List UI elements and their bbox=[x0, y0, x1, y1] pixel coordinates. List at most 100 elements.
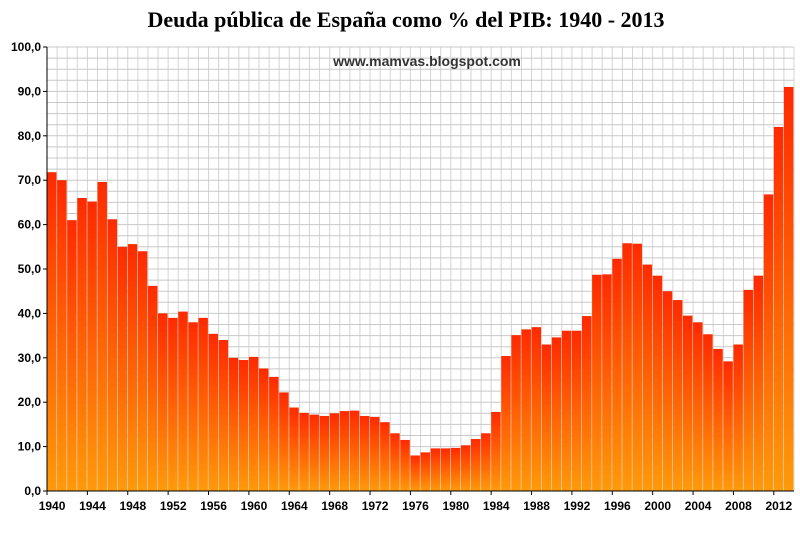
bar-2005 bbox=[703, 334, 713, 491]
bar-1956 bbox=[208, 333, 219, 491]
bar-1993 bbox=[582, 316, 592, 491]
bar-1975 bbox=[400, 439, 410, 491]
bar-1986 bbox=[511, 335, 521, 491]
bar-1966 bbox=[309, 414, 319, 491]
bar-1949 bbox=[137, 251, 148, 491]
bar-1953 bbox=[178, 311, 188, 491]
bar-1987 bbox=[521, 329, 531, 491]
x-tick-label: 1948 bbox=[119, 499, 146, 513]
bar-1942 bbox=[67, 220, 77, 491]
y-tick-label: 70,0 bbox=[18, 173, 42, 187]
bar-1955 bbox=[198, 317, 208, 491]
bar-2006 bbox=[713, 348, 723, 491]
bar-1945 bbox=[97, 181, 107, 491]
bar-1983 bbox=[481, 433, 491, 491]
bar-1970 bbox=[349, 410, 360, 491]
bar-1940 bbox=[47, 172, 57, 491]
bar-2012 bbox=[773, 126, 784, 492]
bar-2004 bbox=[693, 322, 703, 491]
bar-2001 bbox=[662, 291, 673, 491]
x-tick-label: 1988 bbox=[523, 499, 550, 513]
x-tick-label: 1972 bbox=[362, 499, 389, 513]
bar-1977 bbox=[420, 452, 430, 491]
bar-1971 bbox=[359, 415, 370, 491]
bar-1963 bbox=[279, 392, 289, 491]
bar-1954 bbox=[188, 322, 198, 491]
x-tick-label: 1956 bbox=[200, 499, 227, 513]
bar-1948 bbox=[127, 244, 138, 491]
bar-1965 bbox=[299, 412, 309, 491]
bar-1989 bbox=[541, 344, 552, 491]
bar-1967 bbox=[319, 415, 330, 491]
bar-1957 bbox=[218, 340, 229, 491]
bar-1978 bbox=[430, 448, 441, 491]
x-tick-label: 1996 bbox=[604, 499, 631, 513]
x-tick-label: 2000 bbox=[644, 499, 671, 513]
bar-1990 bbox=[551, 337, 562, 491]
bar-2011 bbox=[763, 194, 774, 491]
bar-1974 bbox=[390, 433, 400, 491]
bar-1944 bbox=[87, 201, 97, 491]
bar-2000 bbox=[652, 275, 663, 491]
y-tick-label: 10,0 bbox=[18, 440, 42, 454]
bar-1951 bbox=[158, 313, 168, 491]
y-tick-label: 20,0 bbox=[18, 395, 42, 409]
x-tick-label: 1980 bbox=[442, 499, 469, 513]
x-tick-label: 1992 bbox=[564, 499, 591, 513]
bar-1988 bbox=[531, 327, 542, 491]
y-tick-label: 60,0 bbox=[18, 218, 42, 232]
bar-1992 bbox=[571, 330, 582, 491]
bar-1950 bbox=[147, 285, 158, 491]
bar-1997 bbox=[622, 243, 632, 491]
x-tick-label: 1968 bbox=[321, 499, 348, 513]
x-tick-label: 1964 bbox=[281, 499, 308, 513]
bar-2013 bbox=[783, 86, 794, 492]
bar-1979 bbox=[440, 448, 451, 491]
bar-1941 bbox=[57, 180, 67, 491]
chart-title: Deuda pública de España como % del PIB: … bbox=[147, 7, 664, 32]
y-axis-ticks: 0,0 10,0 20,0 30,0 40,0 50,0 60,0 70,0 80,0 90,0 1… bbox=[11, 40, 47, 498]
bar-1985 bbox=[501, 356, 511, 491]
bar-series bbox=[47, 86, 794, 492]
y-tick-label: 50,0 bbox=[18, 262, 42, 276]
bar-1976 bbox=[410, 455, 420, 491]
y-tick-label: 0,0 bbox=[24, 484, 41, 498]
bar-2008 bbox=[733, 344, 743, 491]
y-tick-label: 40,0 bbox=[18, 306, 42, 320]
watermark-text: www.mamvas.blogspot.com bbox=[332, 53, 521, 69]
bar-1969 bbox=[339, 411, 350, 491]
bar-1991 bbox=[561, 330, 572, 491]
bar-2003 bbox=[682, 315, 693, 491]
y-tick-label: 80,0 bbox=[18, 129, 42, 143]
x-tick-label: 1944 bbox=[79, 499, 106, 513]
x-tick-label: 1976 bbox=[402, 499, 429, 513]
x-tick-label: 2004 bbox=[685, 499, 712, 513]
x-tick-label: 2008 bbox=[725, 499, 752, 513]
y-tick-label: 90,0 bbox=[18, 84, 42, 98]
bar-1981 bbox=[460, 445, 471, 491]
bar-1958 bbox=[228, 357, 239, 491]
bar-2007 bbox=[723, 361, 733, 491]
bar-2002 bbox=[672, 300, 683, 491]
bar-1960 bbox=[248, 356, 259, 491]
bar-1961 bbox=[258, 368, 269, 491]
bar-1973 bbox=[380, 422, 390, 491]
bar-1943 bbox=[77, 197, 87, 491]
bar-1999 bbox=[642, 264, 653, 491]
bar-1946 bbox=[107, 219, 118, 491]
bar-1998 bbox=[632, 243, 642, 491]
bar-2010 bbox=[753, 275, 764, 491]
x-tick-label: 1940 bbox=[39, 499, 66, 513]
y-tick-label: 100,0 bbox=[11, 40, 41, 54]
bar-1962 bbox=[269, 376, 279, 491]
bar-1984 bbox=[491, 411, 501, 491]
x-tick-label: 2012 bbox=[766, 499, 793, 513]
bar-1972 bbox=[370, 416, 380, 491]
bar-1947 bbox=[117, 246, 128, 491]
x-tick-label: 1960 bbox=[241, 499, 268, 513]
bar-1964 bbox=[289, 407, 299, 491]
bar-1994 bbox=[592, 274, 602, 491]
y-tick-label: 30,0 bbox=[18, 351, 42, 365]
x-axis-ticks: 1940 1944 1948 1952 1956 1960 1964 1968 1972 1976… bbox=[39, 491, 793, 513]
